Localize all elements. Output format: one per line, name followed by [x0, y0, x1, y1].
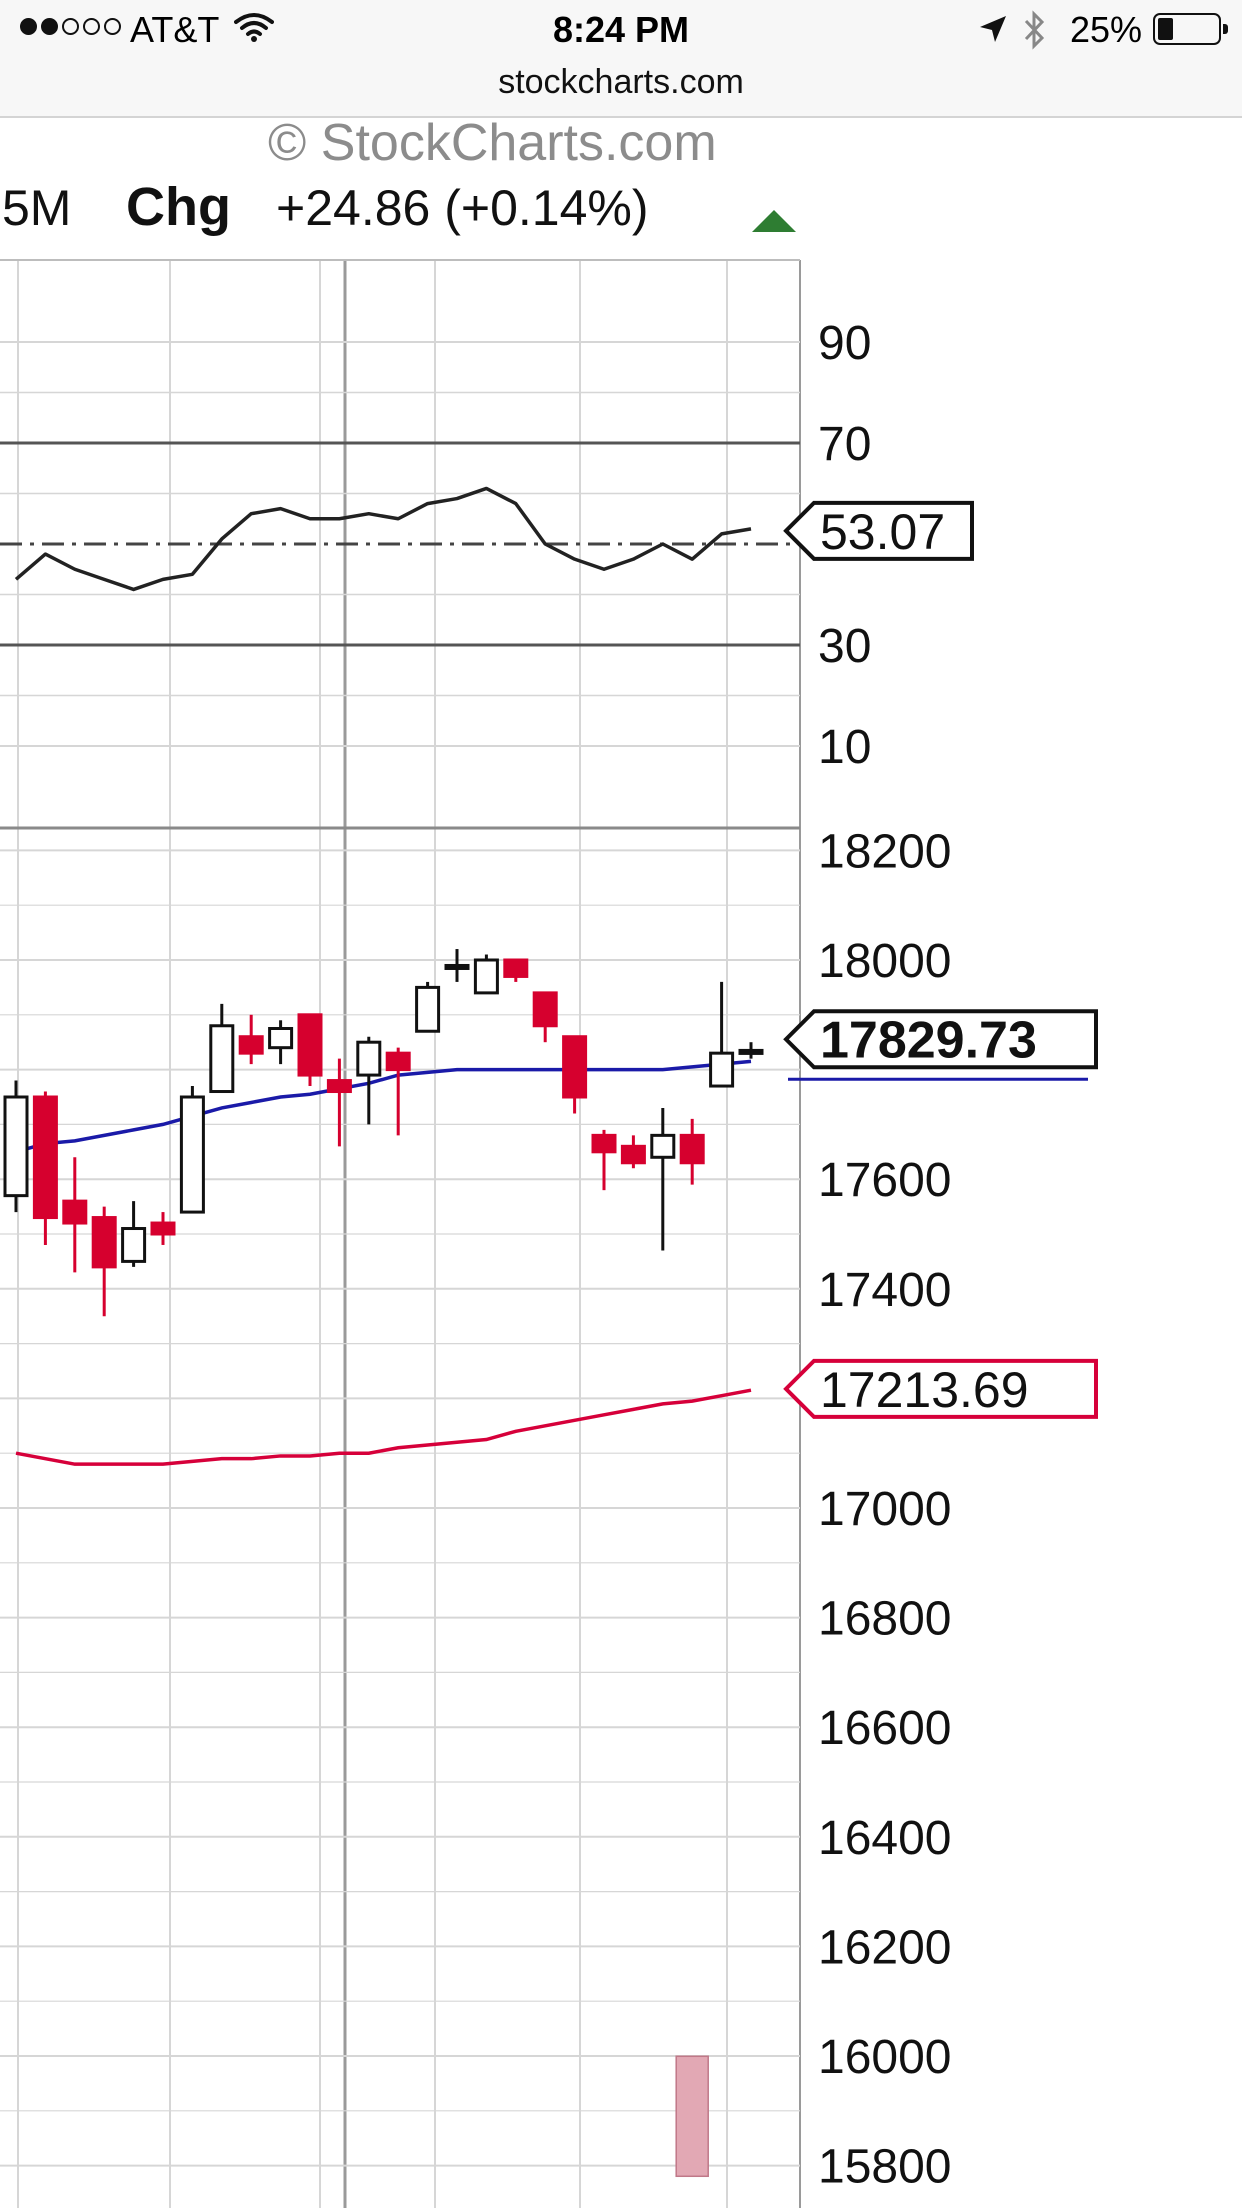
candle-body — [591, 1133, 617, 1154]
rsi-axis-tick: 30 — [818, 620, 871, 673]
rsi-value-tag — [783, 500, 974, 561]
url-bar[interactable]: stockcharts.com — [498, 63, 744, 101]
candle-body — [679, 1133, 705, 1165]
last-price-label: 17829.73 — [820, 1011, 1037, 1069]
candle-body — [62, 1199, 88, 1225]
rsi-panel — [0, 441, 800, 647]
up-arrow-icon — [752, 210, 796, 232]
stock-chart[interactable]: 90 70 30 10 18200 18000 17600 17400 17000 16800 16… — [0, 120, 1242, 2208]
bluetooth-icon — [1024, 10, 1045, 50]
candle-body — [209, 1024, 235, 1094]
price-axis-tick: 17400 — [818, 1264, 951, 1317]
rsi-value-label: 53.07 — [820, 504, 945, 560]
candle-body — [415, 985, 441, 1033]
candle-body — [356, 1040, 382, 1077]
cell-signal-icon — [20, 18, 121, 35]
wifi-icon — [234, 13, 274, 42]
candle-body — [620, 1144, 646, 1165]
price-axis-tick: 16800 — [818, 1593, 951, 1646]
moving-average-long-line — [15, 1388, 752, 1466]
chg-value: +24.86 (+0.14%) — [276, 180, 649, 236]
candle-body — [385, 1051, 411, 1072]
chart-grid — [0, 259, 801, 2208]
price-axis-tick: 16200 — [818, 1921, 951, 1974]
price-axis-tick: 18200 — [818, 825, 951, 878]
battery-icon — [1153, 13, 1228, 45]
price-axis-tick: 17600 — [818, 1154, 951, 1207]
candle-body — [238, 1035, 264, 1055]
price-panel — [3, 949, 764, 2178]
candle-body — [32, 1095, 58, 1220]
price-axis-tick: 16400 — [818, 1812, 951, 1865]
candle-body — [91, 1216, 117, 1269]
candle-body — [738, 1048, 764, 1055]
price-axis: 90 70 30 10 18200 18000 17600 17400 17000 16800 16… — [783, 317, 1098, 2194]
candle-body — [444, 963, 470, 970]
signal-dot — [104, 18, 121, 35]
candle-body — [473, 958, 499, 995]
carrier-name: AT&T — [130, 9, 220, 50]
signal-dot — [20, 18, 37, 35]
volume-bar — [675, 2055, 709, 2178]
clock: 8:24 PM — [552, 9, 690, 50]
location-arrow-icon — [980, 16, 1006, 42]
candle-body — [297, 1013, 323, 1077]
chg-label: Chg — [126, 177, 231, 237]
candle-body — [326, 1079, 352, 1094]
price-axis-tick: 15800 — [818, 2141, 951, 2194]
price-axis-tick: 16600 — [818, 1702, 951, 1755]
rsi-axis-tick: 70 — [818, 418, 871, 471]
price-axis-tick: 17000 — [818, 1483, 951, 1536]
candle-body — [268, 1027, 294, 1050]
signal-dot — [62, 18, 79, 35]
signal-dot — [83, 18, 100, 35]
price-axis-tick: 18000 — [818, 935, 951, 988]
candle-body — [503, 958, 529, 978]
candle-body — [3, 1095, 29, 1198]
stockcharts-watermark: © StockCharts.com — [268, 120, 717, 172]
signal-dot — [41, 18, 58, 35]
candle-body — [709, 1051, 735, 1088]
moving-average-long-tag — [783, 1358, 1098, 1419]
candle-body — [179, 1095, 205, 1214]
header-prefix: 5M — [2, 180, 71, 236]
battery-percent: 25% — [1070, 9, 1143, 50]
candle-body — [532, 991, 558, 1028]
rsi-line — [14, 486, 752, 592]
last-price-tag — [783, 1009, 1098, 1070]
candle-body — [121, 1227, 147, 1263]
moving-average-long-label: 17213.69 — [820, 1362, 1029, 1418]
price-axis-tick: 16000 — [818, 2031, 951, 2084]
candle-body — [150, 1221, 176, 1236]
candle-body — [650, 1133, 676, 1159]
moving-average-short-line — [15, 1059, 752, 1154]
status-bar: AT&T 8:24 PM 25% stockcharts.com — [0, 0, 1242, 118]
rsi-axis-tick: 10 — [818, 721, 871, 774]
rsi-axis-tick: 90 — [818, 317, 871, 370]
candle-body — [562, 1035, 588, 1099]
